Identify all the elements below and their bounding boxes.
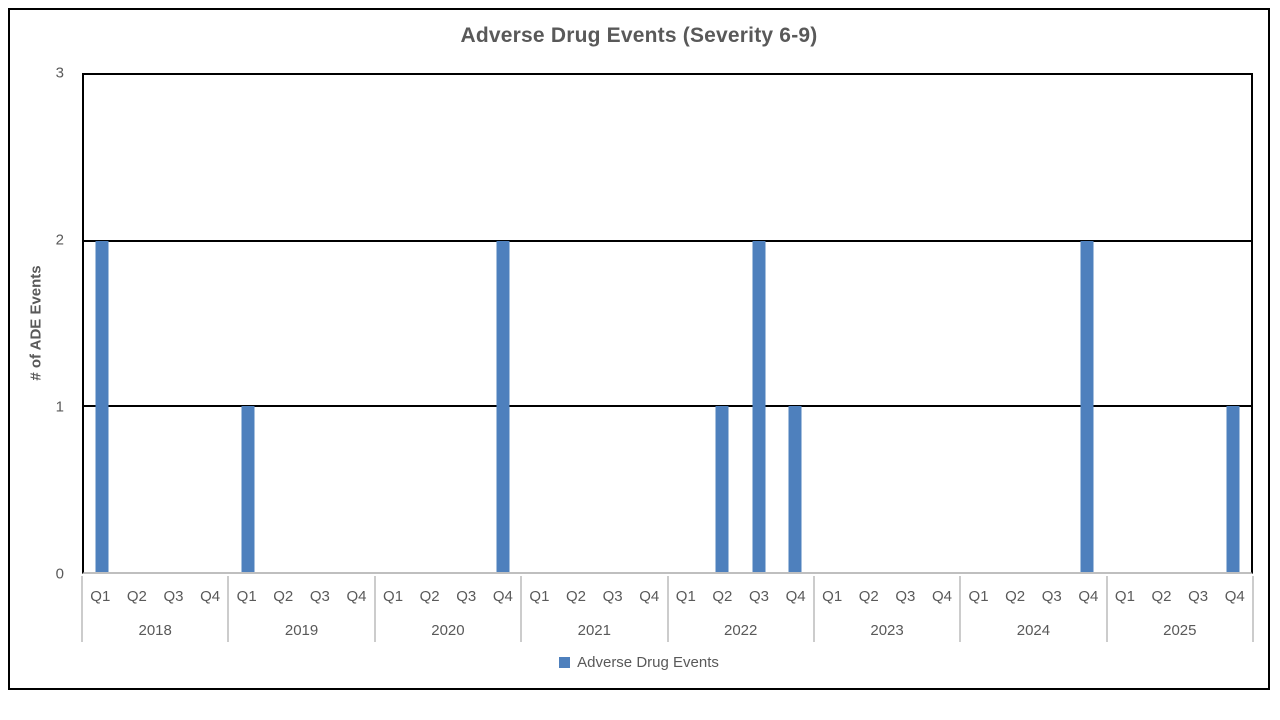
x-tick-year-2020: 2020 [431,622,465,639]
year-separator [81,576,83,642]
bar-2022-Q4 [788,406,802,572]
x-tick-quarter-2019-Q2: Q2 [273,588,294,605]
x-tick-quarter-2021-Q4: Q4 [639,588,660,605]
plot-area [82,73,1253,574]
x-axis-band: Q1 Q2 Q3 Q4 Q1 Q2 Q3 Q4 Q1 Q2 Q3 Q4 Q1 Q2 Q3 Q4 Q1 Q2 Q3 Q4… [81,576,1254,642]
year-separator [959,576,962,642]
year-separator [1252,576,1254,642]
bar-2022-Q3 [752,240,766,572]
year-separator [812,576,815,642]
x-tick-quarter-2019-Q3: Q3 [309,588,330,605]
bar-2022-Q2 [715,406,729,572]
x-tick-year-2025: 2025 [1163,622,1197,639]
x-tick-quarter-2022-Q3: Q3 [748,588,769,605]
x-tick-year-2018: 2018 [138,622,172,639]
x-tick-quarter-2022-Q1: Q1 [675,588,696,605]
x-tick-quarter-2024-Q4: Q4 [1078,588,1099,605]
bar-2019-Q1 [241,406,255,572]
x-tick-quarter-2024-Q2: Q2 [1005,588,1026,605]
chart-title: Adverse Drug Events (Severity 6-9) [460,24,818,47]
x-tick-quarter-2020-Q2: Q2 [419,588,440,605]
x-tick-quarter-2021-Q3: Q3 [602,588,623,605]
year-separator [520,576,523,642]
x-tick-quarter-2023-Q4: Q4 [931,588,952,605]
x-tick-quarter-2024-Q3: Q3 [1041,588,1062,605]
x-tick-quarter-2023-Q2: Q2 [858,588,879,605]
x-tick-quarter-2018-Q4: Q4 [200,588,221,605]
x-tick-quarter-2021-Q1: Q1 [529,588,550,605]
bar-2018-Q1 [95,240,109,572]
x-tick-quarter-2018-Q1: Q1 [90,588,111,605]
year-separator [227,576,230,642]
y-tick-label-3: 3 [55,64,64,82]
x-tick-quarter-2019-Q1: Q1 [236,588,257,605]
x-tick-year-2019: 2019 [284,622,319,639]
bar-2025-Q4 [1226,406,1240,572]
x-tick-quarter-2020-Q1: Q1 [383,588,404,605]
x-tick-year-2021: 2021 [577,622,611,639]
x-tick-quarter-2025-Q4: Q4 [1224,588,1245,605]
x-tick-quarter-2025-Q3: Q3 [1188,588,1209,605]
x-tick-quarter-2020-Q3: Q3 [456,588,477,605]
chart-frame: Adverse Drug Events (Severity 6-9) # of … [8,8,1270,690]
x-tick-quarter-2023-Q3: Q3 [895,588,916,605]
x-tick-quarter-2018-Q2: Q2 [126,588,147,605]
legend: Adverse Drug Events [10,654,1268,671]
x-tick-quarter-2019-Q4: Q4 [346,588,367,605]
gridline-y-2 [84,239,1251,242]
y-axis-ticks: 0 1 2 3 [10,65,68,583]
x-tick-year-2023: 2023 [870,622,904,639]
x-tick-quarter-2023-Q1: Q1 [822,588,843,605]
x-tick-year-2024: 2024 [1016,622,1051,639]
bar-2020-Q4 [496,240,510,572]
bar-2024-Q4 [1080,240,1094,572]
legend-label: Adverse Drug Events [577,654,719,671]
legend-swatch-icon [559,657,571,668]
gridline-y-1 [84,405,1251,408]
year-separator [1105,576,1108,642]
x-tick-quarter-2021-Q2: Q2 [566,588,587,605]
x-tick-quarter-2020-Q4: Q4 [492,588,513,605]
y-tick-label-0: 0 [55,565,64,583]
x-tick-quarter-2024-Q1: Q1 [968,588,989,605]
year-separator [666,576,669,642]
year-separator [373,576,376,642]
x-tick-quarter-2022-Q2: Q2 [712,588,733,605]
y-tick-label-2: 2 [55,231,64,249]
x-tick-quarter-2025-Q1: Q1 [1114,588,1135,605]
y-tick-label-1: 1 [55,398,64,416]
x-tick-year-2022: 2022 [724,622,758,639]
x-tick-quarter-2018-Q3: Q3 [163,588,184,605]
x-tick-quarter-2025-Q2: Q2 [1151,588,1172,605]
x-tick-quarter-2022-Q4: Q4 [785,588,806,605]
